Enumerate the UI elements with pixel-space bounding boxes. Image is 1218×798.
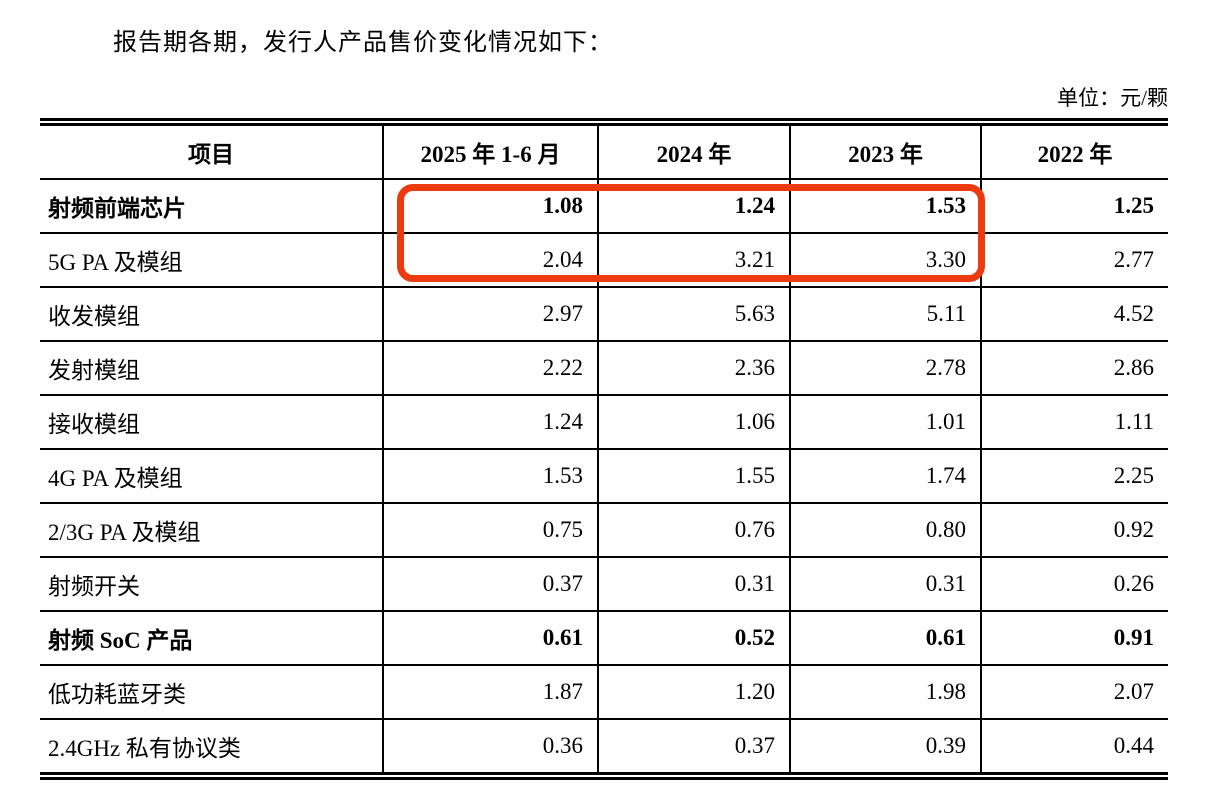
row-label: 接收模组 bbox=[40, 395, 383, 450]
value-cell: 1.53 bbox=[382, 449, 598, 504]
value-cell: 2.77 bbox=[980, 233, 1168, 288]
value-cell: 0.44 bbox=[980, 719, 1168, 777]
column-header-2025h1: 2025 年 1-6 月 bbox=[382, 122, 598, 180]
row-label: 射频 SoC 产品 bbox=[40, 611, 383, 666]
value-cell: 2.78 bbox=[789, 341, 981, 396]
value-cell: 0.31 bbox=[789, 557, 981, 612]
row-label: 2.4GHz 私有协议类 bbox=[40, 719, 383, 777]
table-row: 射频 SoC 产品 0.61 0.52 0.61 0.91 bbox=[40, 611, 1168, 666]
table-row: 收发模组 2.97 5.63 5.11 4.52 bbox=[40, 287, 1168, 342]
value-cell: 4.52 bbox=[980, 287, 1168, 342]
row-label: 射频前端芯片 bbox=[40, 179, 383, 234]
value-cell: 3.21 bbox=[597, 233, 790, 288]
value-cell: 1.53 bbox=[789, 179, 981, 234]
value-cell: 0.52 bbox=[597, 611, 790, 666]
row-label: 收发模组 bbox=[40, 287, 383, 342]
column-header-2024: 2024 年 bbox=[597, 122, 790, 180]
value-cell: 1.06 bbox=[597, 395, 790, 450]
value-cell: 1.55 bbox=[597, 449, 790, 504]
table-row: 射频开关 0.37 0.31 0.31 0.26 bbox=[40, 557, 1168, 612]
value-cell: 2.86 bbox=[980, 341, 1168, 396]
intro-text: 报告期各期，发行人产品售价变化情况如下： bbox=[113, 30, 613, 56]
column-header-item: 项目 bbox=[40, 122, 383, 180]
table-row: 低功耗蓝牙类 1.87 1.20 1.98 2.07 bbox=[40, 665, 1168, 720]
value-cell: 0.31 bbox=[597, 557, 790, 612]
value-cell: 2.25 bbox=[980, 449, 1168, 504]
value-cell: 1.98 bbox=[789, 665, 981, 720]
value-cell: 3.30 bbox=[789, 233, 981, 288]
row-label: 5G PA 及模组 bbox=[40, 233, 383, 288]
value-cell: 1.24 bbox=[597, 179, 790, 234]
column-header-2023: 2023 年 bbox=[789, 122, 981, 180]
table-header-row: 项目 2025 年 1-6 月 2024 年 2023 年 2022 年 bbox=[40, 122, 1168, 180]
value-cell: 0.61 bbox=[382, 611, 598, 666]
table-row: 发射模组 2.22 2.36 2.78 2.86 bbox=[40, 341, 1168, 396]
value-cell: 1.74 bbox=[789, 449, 981, 504]
value-cell: 1.24 bbox=[382, 395, 598, 450]
value-cell: 0.80 bbox=[789, 503, 981, 558]
value-cell: 0.76 bbox=[597, 503, 790, 558]
table-row: 2.4GHz 私有协议类 0.36 0.37 0.39 0.44 bbox=[40, 719, 1168, 777]
value-cell: 1.01 bbox=[789, 395, 981, 450]
table-row: 2/3G PA 及模组 0.75 0.76 0.80 0.92 bbox=[40, 503, 1168, 558]
value-cell: 1.11 bbox=[980, 395, 1168, 450]
table-row: 射频前端芯片 1.08 1.24 1.53 1.25 bbox=[40, 179, 1168, 234]
value-cell: 1.20 bbox=[597, 665, 790, 720]
price-table-container: 项目 2025 年 1-6 月 2024 年 2023 年 2022 年 射频前… bbox=[40, 118, 1168, 780]
row-label: 2/3G PA 及模组 bbox=[40, 503, 383, 558]
value-cell: 0.37 bbox=[597, 719, 790, 777]
row-label: 射频开关 bbox=[40, 557, 383, 612]
value-cell: 0.36 bbox=[382, 719, 598, 777]
table-row: 4G PA 及模组 1.53 1.55 1.74 2.25 bbox=[40, 449, 1168, 504]
value-cell: 1.25 bbox=[980, 179, 1168, 234]
value-cell: 1.87 bbox=[382, 665, 598, 720]
value-cell: 2.07 bbox=[980, 665, 1168, 720]
value-cell: 0.26 bbox=[980, 557, 1168, 612]
price-table: 项目 2025 年 1-6 月 2024 年 2023 年 2022 年 射频前… bbox=[40, 118, 1168, 780]
row-label: 4G PA 及模组 bbox=[40, 449, 383, 504]
value-cell: 2.36 bbox=[597, 341, 790, 396]
row-label: 低功耗蓝牙类 bbox=[40, 665, 383, 720]
value-cell: 5.63 bbox=[597, 287, 790, 342]
value-cell: 0.37 bbox=[382, 557, 598, 612]
value-cell: 2.97 bbox=[382, 287, 598, 342]
value-cell: 5.11 bbox=[789, 287, 981, 342]
value-cell: 0.91 bbox=[980, 611, 1168, 666]
value-cell: 0.39 bbox=[789, 719, 981, 777]
unit-label: 单位：元/颗 bbox=[1057, 86, 1168, 110]
value-cell: 2.04 bbox=[382, 233, 598, 288]
value-cell: 0.92 bbox=[980, 503, 1168, 558]
value-cell: 0.75 bbox=[382, 503, 598, 558]
table-row: 接收模组 1.24 1.06 1.01 1.11 bbox=[40, 395, 1168, 450]
value-cell: 2.22 bbox=[382, 341, 598, 396]
value-cell: 1.08 bbox=[382, 179, 598, 234]
table-body: 射频前端芯片 1.08 1.24 1.53 1.25 5G PA 及模组 2.04 3.21 3… bbox=[40, 179, 1168, 777]
row-label: 发射模组 bbox=[40, 341, 383, 396]
column-header-2022: 2022 年 bbox=[980, 122, 1168, 180]
value-cell: 0.61 bbox=[789, 611, 981, 666]
table-row: 5G PA 及模组 2.04 3.21 3.30 2.77 bbox=[40, 233, 1168, 288]
